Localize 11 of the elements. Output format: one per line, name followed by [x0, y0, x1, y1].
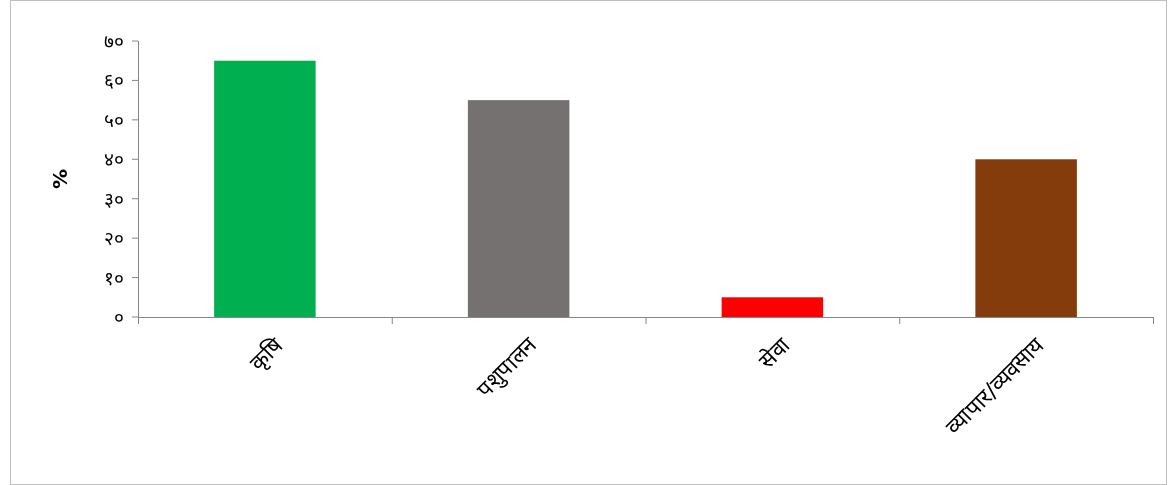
y-tick-label: २०: [104, 227, 124, 250]
y-axis-title: %: [48, 168, 72, 190]
y-tick-label: ७०: [104, 30, 124, 52]
x-tick-label: कृषि: [244, 331, 290, 377]
y-tick-label: ४०: [104, 148, 124, 171]
y-tick-label: ०: [114, 306, 124, 328]
x-tick-label: सेवा: [754, 332, 796, 374]
y-tick-label: ३०: [104, 187, 124, 210]
y-tick-label: १०: [104, 266, 124, 289]
y-tick-label: ६०: [104, 69, 124, 92]
y-tick-label: ५०: [104, 108, 124, 131]
